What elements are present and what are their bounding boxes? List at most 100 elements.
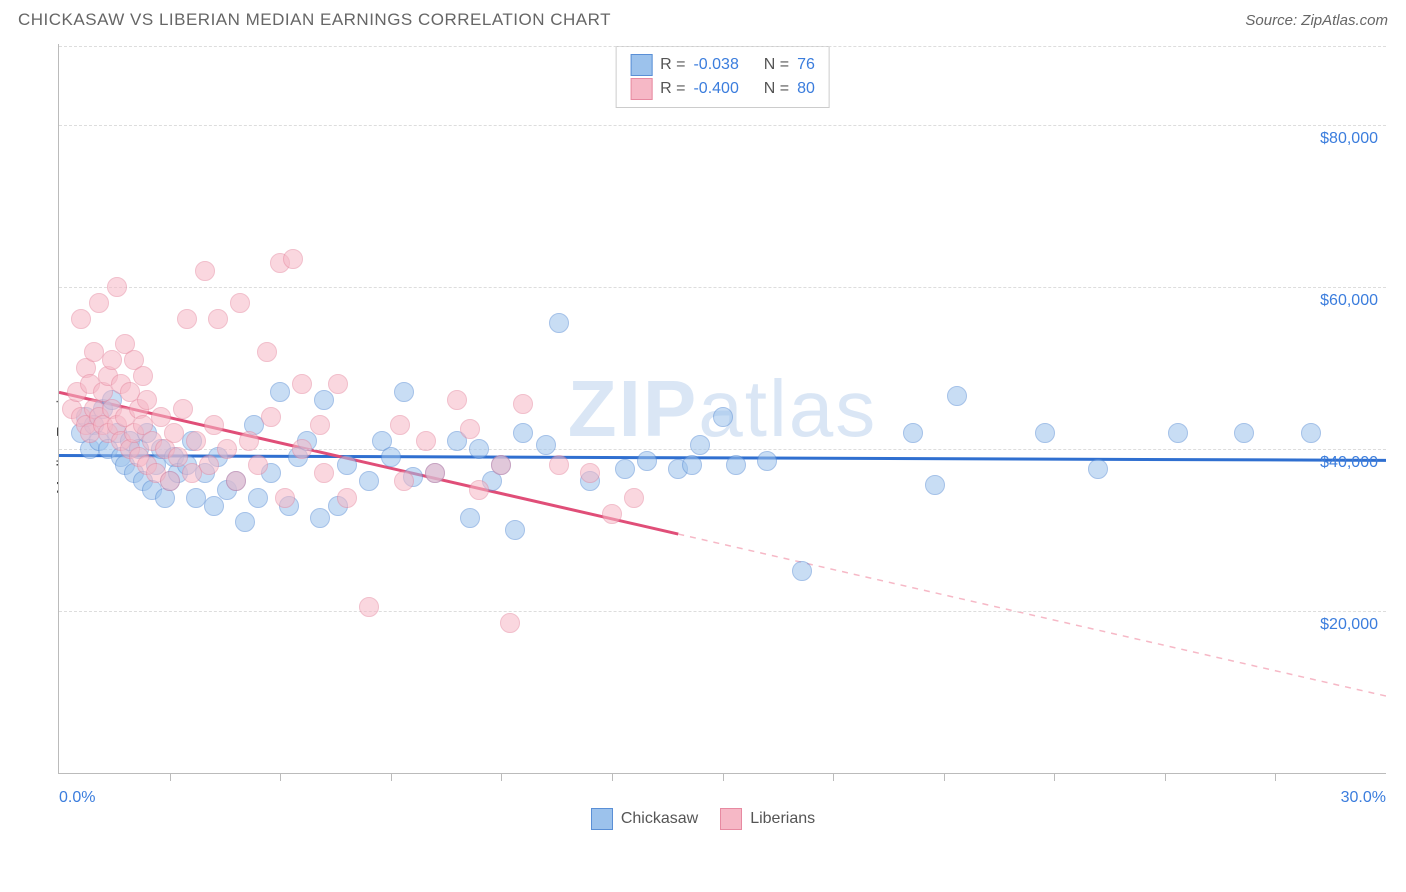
gridline-h <box>59 449 1386 450</box>
data-point <box>235 512 255 532</box>
data-point <box>505 520 525 540</box>
data-point <box>195 261 215 281</box>
gridline-h <box>59 125 1386 126</box>
data-point <box>102 350 122 370</box>
data-point <box>71 309 91 329</box>
swatch-liberians <box>630 78 652 100</box>
data-point <box>947 386 967 406</box>
data-point <box>500 613 520 633</box>
data-point <box>204 496 224 516</box>
data-point <box>230 293 250 313</box>
data-point <box>425 463 445 483</box>
x-tick <box>612 773 613 781</box>
stat-r-value-chickasaw: -0.038 <box>693 53 738 77</box>
data-point <box>726 455 746 475</box>
source-attribution: Source: ZipAtlas.com <box>1245 12 1388 29</box>
data-point <box>469 439 489 459</box>
data-point <box>337 455 357 475</box>
swatch-chickasaw-icon <box>591 808 613 830</box>
data-point <box>292 374 312 394</box>
stat-n-label: N = <box>764 53 789 77</box>
x-tick <box>1054 773 1055 781</box>
data-point <box>217 439 237 459</box>
plot-wrap: Median Earnings ZIPatlas R = -0.038 N = … <box>10 34 1396 834</box>
data-point <box>757 451 777 471</box>
data-point <box>792 561 812 581</box>
data-point <box>107 277 127 297</box>
legend-item-chickasaw: Chickasaw <box>591 808 698 830</box>
stat-r-value-liberians: -0.400 <box>693 77 738 101</box>
data-point <box>248 455 268 475</box>
gridline-h <box>59 46 1386 47</box>
data-point <box>89 293 109 313</box>
data-point <box>549 313 569 333</box>
x-tick <box>833 773 834 781</box>
legend-label-liberians: Liberians <box>750 810 815 828</box>
data-point <box>394 382 414 402</box>
stats-row-liberians: R = -0.400 N = 80 <box>630 77 815 101</box>
data-point <box>186 431 206 451</box>
legend-item-liberians: Liberians <box>720 808 815 830</box>
stats-row-chickasaw: R = -0.038 N = 76 <box>630 53 815 77</box>
series-legend: Chickasaw Liberians <box>10 804 1396 834</box>
chart-container: CHICKASAW VS LIBERIAN MEDIAN EARNINGS CO… <box>10 10 1396 882</box>
header: CHICKASAW VS LIBERIAN MEDIAN EARNINGS CO… <box>10 10 1396 34</box>
y-tick-label: $40,000 <box>1320 454 1378 472</box>
data-point <box>275 488 295 508</box>
stat-r-label: R = <box>660 77 685 101</box>
gridline-h <box>59 611 1386 612</box>
legend-label-chickasaw: Chickasaw <box>621 810 698 828</box>
data-point <box>314 463 334 483</box>
y-tick-label: $60,000 <box>1320 292 1378 310</box>
data-point <box>447 390 467 410</box>
data-point <box>903 423 923 443</box>
data-point <box>359 471 379 491</box>
data-point <box>310 508 330 528</box>
data-point <box>394 471 414 491</box>
y-tick-label: $80,000 <box>1320 130 1378 148</box>
data-point <box>513 423 533 443</box>
y-tick-label: $20,000 <box>1320 616 1378 634</box>
gridline-h <box>59 287 1386 288</box>
correlation-stats-box: R = -0.038 N = 76 R = -0.400 N = 80 <box>615 46 830 108</box>
data-point <box>624 488 644 508</box>
data-point <box>637 451 657 471</box>
stat-n-label: N = <box>764 77 789 101</box>
x-tick <box>501 773 502 781</box>
data-point <box>261 407 281 427</box>
data-point <box>1234 423 1254 443</box>
data-point <box>1035 423 1055 443</box>
data-point <box>925 475 945 495</box>
data-point <box>226 471 246 491</box>
x-tick <box>391 773 392 781</box>
data-point <box>310 415 330 435</box>
data-point <box>460 419 480 439</box>
data-point <box>682 455 702 475</box>
data-point <box>248 488 268 508</box>
plot-area: ZIPatlas R = -0.038 N = 76 R = -0.400 N <box>58 44 1386 774</box>
data-point <box>1168 423 1188 443</box>
data-point <box>328 374 348 394</box>
data-point <box>615 459 635 479</box>
data-point <box>173 399 193 419</box>
data-point <box>208 309 228 329</box>
x-tick <box>1275 773 1276 781</box>
source-name: ZipAtlas.com <box>1301 12 1388 29</box>
stat-n-value-liberians: 80 <box>797 77 815 101</box>
data-point <box>690 435 710 455</box>
x-tick <box>280 773 281 781</box>
x-tick <box>944 773 945 781</box>
stat-r-label: R = <box>660 53 685 77</box>
data-point <box>292 439 312 459</box>
data-point <box>177 309 197 329</box>
data-point <box>713 407 733 427</box>
data-point <box>314 390 334 410</box>
chart-title: CHICKASAW VS LIBERIAN MEDIAN EARNINGS CO… <box>18 10 611 30</box>
data-point <box>257 342 277 362</box>
data-point <box>337 488 357 508</box>
data-point <box>536 435 556 455</box>
data-point <box>381 447 401 467</box>
data-point <box>549 455 569 475</box>
data-point <box>270 382 290 402</box>
data-point <box>469 480 489 500</box>
